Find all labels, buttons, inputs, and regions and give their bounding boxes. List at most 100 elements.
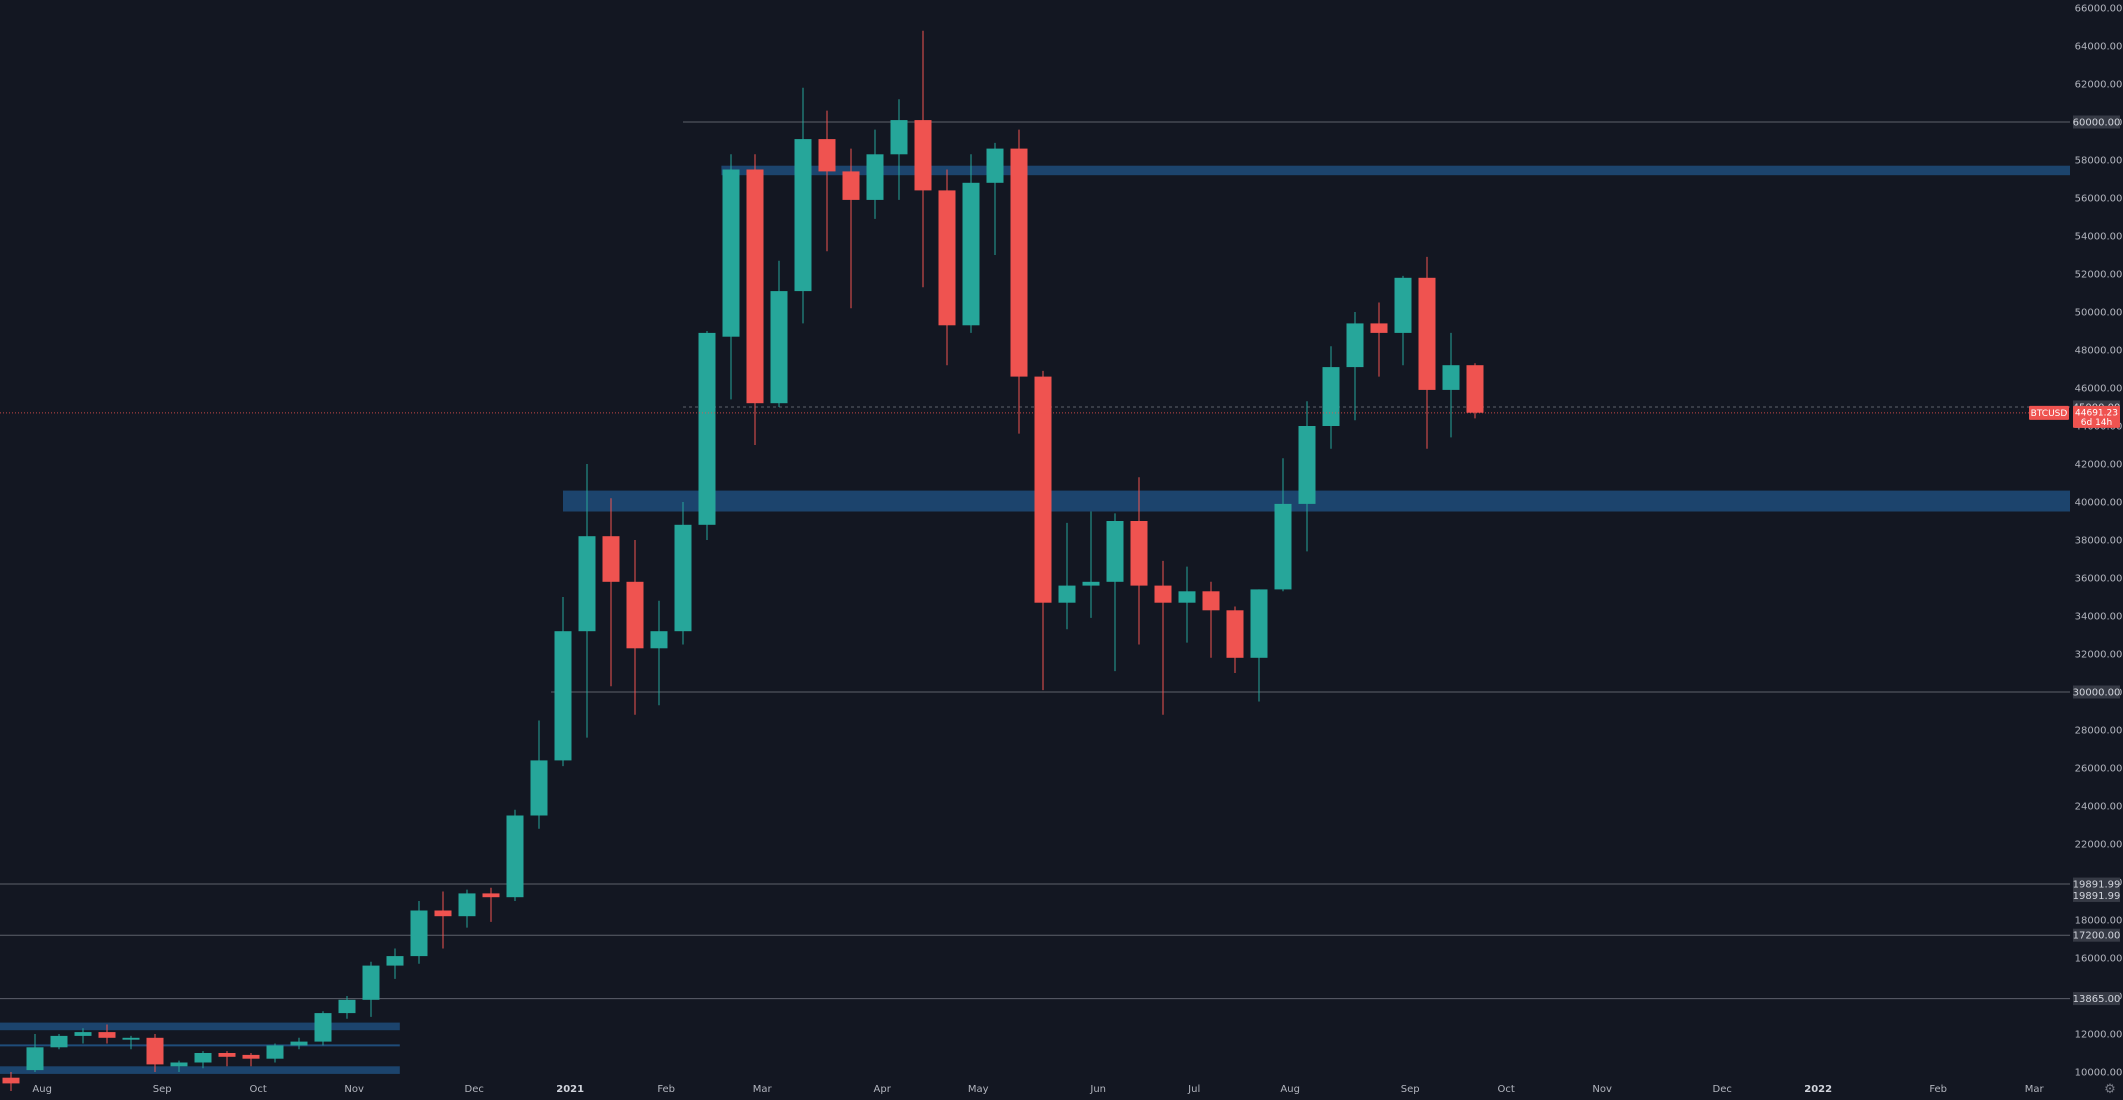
candle-up <box>866 129 884 219</box>
candle-down <box>146 1034 164 1072</box>
candle-body <box>434 910 452 917</box>
candles <box>2 30 1484 1091</box>
symbol-tag: BTCUSD <box>2029 405 2069 420</box>
candle-down <box>1154 560 1172 715</box>
candle-up <box>1442 332 1460 438</box>
candle-down <box>1418 256 1436 449</box>
candle-body <box>1010 148 1028 377</box>
candle-up <box>1058 522 1076 630</box>
candle-up <box>290 1037 308 1050</box>
price-tick-label: 36000.00 <box>2075 574 2123 585</box>
candle-up <box>1106 513 1124 672</box>
candle-up <box>962 154 980 333</box>
candle-body <box>842 171 860 200</box>
candle-down <box>914 30 932 288</box>
candle-body <box>218 1053 236 1057</box>
candle-body <box>674 524 692 632</box>
horizontal-levels <box>0 121 2070 1000</box>
time-tick-label: Oct <box>1498 1084 1515 1095</box>
time-tick-label: Jul <box>1187 1084 1200 1095</box>
candle-up <box>674 502 692 645</box>
candle-body <box>1178 591 1196 603</box>
price-axis[interactable]: 10000.0012000.0014000.0016000.0018000.00… <box>2029 4 2122 1079</box>
time-tick-label: Mar <box>2025 1084 2045 1095</box>
candle-down <box>818 110 836 252</box>
candle-up <box>1346 312 1364 421</box>
candle-body <box>338 999 356 1014</box>
candle-up <box>410 901 428 964</box>
level-price-box <box>2073 685 2120 699</box>
zone-rect <box>0 1022 400 1031</box>
candle-down <box>1202 581 1220 658</box>
candle-up <box>1274 458 1292 592</box>
candle-down <box>938 169 956 366</box>
level-price-text: 13865.00 <box>2073 994 2121 1005</box>
price-tick-label: 54000.00 <box>2075 232 2123 243</box>
level-price-text: 19891.99 <box>2073 880 2121 891</box>
candle-body <box>458 893 476 917</box>
candle-body <box>386 956 404 966</box>
candle-body <box>1250 589 1268 658</box>
candle-up <box>650 600 668 706</box>
candle-up <box>386 948 404 979</box>
candle-body <box>914 120 932 191</box>
candle-up <box>1298 401 1316 552</box>
candle-body <box>794 139 812 292</box>
price-tick-label: 48000.00 <box>2075 346 2123 357</box>
time-tick-label: Dec <box>465 1084 484 1095</box>
candle-body <box>1082 581 1100 586</box>
candle-body <box>554 631 572 761</box>
time-axis[interactable]: Aug Sep Oct Nov Dec 2021 Feb Mar Apr May Jun Jul Aug… <box>32 1084 2044 1095</box>
candle-body <box>1418 277 1436 390</box>
price-tick-label: 32000.00 <box>2075 650 2123 661</box>
level-price-text: 60000.00 <box>2073 118 2121 129</box>
candle-down <box>842 148 860 309</box>
price-tick-label: 10000.00 <box>2075 1068 2123 1079</box>
candle-body <box>650 631 668 649</box>
candle-body <box>626 581 644 649</box>
candle-body <box>506 815 524 898</box>
candle-up <box>770 260 788 407</box>
zone-rect <box>563 490 2070 512</box>
level-price-box <box>2073 115 2120 129</box>
level-price-box <box>2073 928 2120 942</box>
level-price-label: 17200.00 <box>2073 928 2121 942</box>
time-tick-label: Jun <box>1089 1084 1106 1095</box>
time-tick-label: Feb <box>657 1084 675 1095</box>
candle-body <box>410 910 428 957</box>
candle-body <box>770 291 788 404</box>
candle-body <box>746 169 764 404</box>
candle-body <box>1322 367 1340 426</box>
level-price-label: 60000.00 <box>2073 115 2121 129</box>
time-tick-label: Nov <box>1592 1084 1612 1095</box>
time-tick-label: Aug <box>1280 1084 1300 1095</box>
time-tick-label: Apr <box>874 1084 892 1095</box>
candle-body <box>122 1037 140 1040</box>
gear-icon[interactable]: ⚙ <box>2104 1082 2116 1097</box>
level-price-text: 17200.00 <box>2073 931 2121 942</box>
candle-down <box>218 1051 236 1067</box>
candle-body <box>818 139 836 172</box>
candle-down <box>1370 302 1388 377</box>
candle-body <box>146 1037 164 1065</box>
candle-body <box>962 182 980 326</box>
candle-body <box>866 154 884 200</box>
candle-down <box>602 498 620 687</box>
price-tick-label: 34000.00 <box>2075 612 2123 623</box>
candle-body <box>530 760 548 816</box>
time-tick-label: Feb <box>1929 1084 1947 1095</box>
candle-body <box>1226 610 1244 658</box>
candle-up <box>1250 589 1268 702</box>
candle-up <box>74 1028 92 1044</box>
time-tick-label: Mar <box>753 1084 773 1095</box>
candle-body <box>362 965 380 1000</box>
time-tick-label: Aug <box>32 1084 52 1095</box>
price-tick-label: 42000.00 <box>2075 460 2123 471</box>
candle-down <box>1130 477 1148 645</box>
candle-up <box>794 87 812 324</box>
support-resistance-zones <box>0 165 2070 1074</box>
candle-body <box>1298 426 1316 504</box>
level-price-label: 30000.00 <box>2073 685 2120 699</box>
